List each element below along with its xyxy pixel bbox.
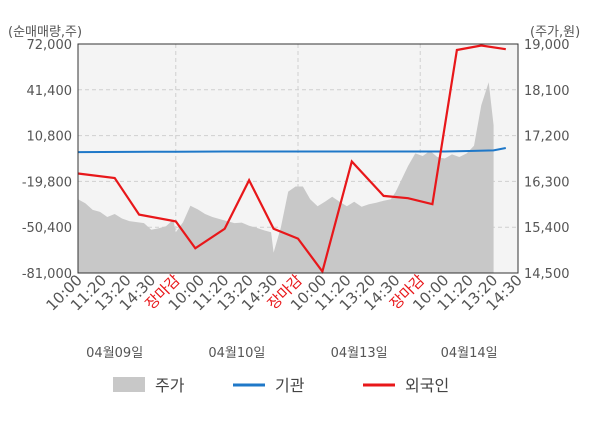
legend-swatch-area	[113, 377, 145, 392]
left-tick-label: 10,800	[27, 130, 73, 145]
right-tick-label: 15,400	[524, 221, 570, 236]
right-tick-label: 17,200	[524, 130, 570, 145]
right-tick-label: 14,500	[524, 267, 570, 282]
series-area-주가	[78, 82, 494, 273]
left-tick-label: 72,000	[27, 38, 73, 53]
left-tick-label: -50,400	[22, 221, 72, 236]
left-tick-label: -81,000	[22, 267, 72, 282]
date-label: 04월10일	[208, 346, 265, 361]
legend-label: 주가	[155, 376, 185, 395]
date-label: 04월14일	[441, 346, 498, 361]
series-line-외국인	[77, 44, 506, 274]
series-line-기관	[77, 147, 506, 154]
date-label: 04월09일	[86, 346, 143, 361]
right-tick-label: 19,000	[524, 38, 570, 53]
legend-label: 외국인	[405, 376, 449, 395]
right-tick-label: 18,100	[524, 84, 570, 99]
date-label: 04월13일	[331, 346, 388, 361]
left-tick-label: -19,800	[22, 175, 72, 190]
plot-frame	[77, 43, 519, 274]
right-axis-unit: (주가,원)	[530, 25, 580, 40]
left-tick-label: 41,400	[27, 84, 73, 99]
legend-label: 기관	[275, 376, 305, 395]
right-tick-label: 16,300	[524, 175, 570, 190]
left-axis-unit: (순매매량,주)	[8, 25, 82, 40]
